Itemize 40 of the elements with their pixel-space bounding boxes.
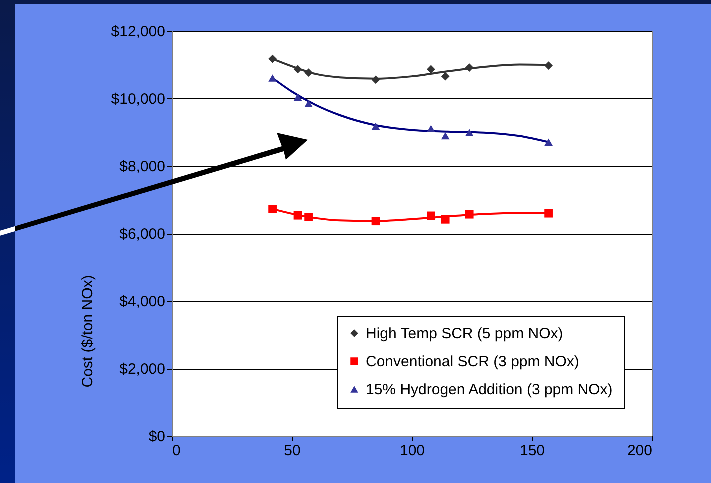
point bbox=[268, 74, 277, 82]
y-tick-label: $2,000 bbox=[120, 361, 166, 378]
y-axis-title: Cost ($/ton NOx) bbox=[79, 275, 96, 388]
legend-label: Conventional SCR (3 ppm NOx) bbox=[366, 354, 580, 370]
point bbox=[372, 122, 380, 130]
point bbox=[372, 217, 380, 226]
x-tick-label: 50 bbox=[284, 442, 301, 460]
point bbox=[427, 212, 436, 220]
point bbox=[268, 54, 277, 64]
x-tick-label: 200 bbox=[627, 442, 652, 460]
point bbox=[304, 68, 313, 78]
point bbox=[465, 129, 474, 137]
point bbox=[427, 65, 436, 74]
point bbox=[544, 138, 553, 146]
point bbox=[304, 213, 313, 222]
legend-label: High Temp SCR (5 ppm NOx) bbox=[366, 326, 564, 342]
point bbox=[372, 76, 380, 84]
point bbox=[294, 65, 302, 74]
point bbox=[427, 125, 436, 132]
x-tick-label: 0 bbox=[172, 442, 181, 460]
point bbox=[294, 94, 302, 102]
point bbox=[441, 72, 450, 81]
y-tick-label: $4,000 bbox=[120, 294, 166, 310]
x-tick-label: 100 bbox=[400, 442, 426, 460]
point bbox=[441, 132, 450, 140]
point bbox=[441, 215, 450, 224]
point bbox=[544, 209, 553, 218]
point bbox=[294, 211, 302, 220]
y-tick-label: $6,000 bbox=[120, 226, 166, 243]
point bbox=[465, 210, 474, 219]
y-tick-label: $10,000 bbox=[111, 91, 166, 108]
y-tick-label: $12,000 bbox=[111, 24, 166, 40]
point bbox=[544, 62, 553, 70]
point bbox=[304, 100, 313, 108]
y-tick-label: $8,000 bbox=[120, 158, 166, 176]
point bbox=[268, 205, 277, 214]
x-tick-label: 150 bbox=[520, 442, 546, 460]
point bbox=[465, 64, 474, 72]
y-tick-label: $0 bbox=[148, 428, 166, 446]
legend-label: 15% Hydrogen Addition (3 ppm NOx) bbox=[366, 382, 613, 398]
